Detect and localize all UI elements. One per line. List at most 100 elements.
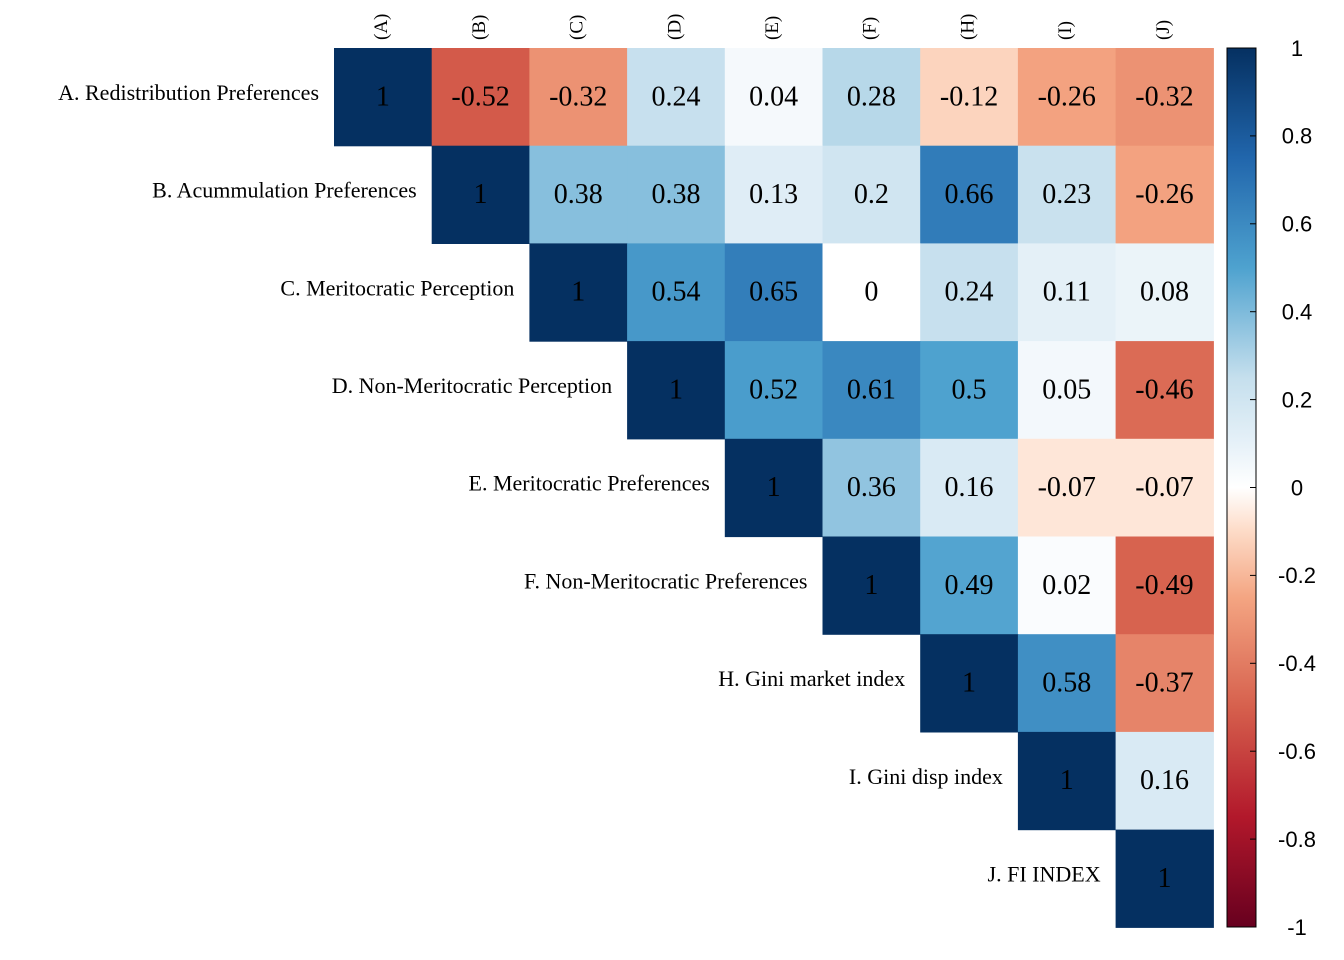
column-label: (C) [567,15,588,40]
cell-value-label: 1 [1060,765,1074,796]
cell-value-label: 0.54 [651,277,700,308]
legend-tick-label: 0.8 [1282,124,1313,149]
cell-value-label: 0.02 [1042,570,1091,601]
legend-tick-label: -0.2 [1278,563,1316,588]
heatmap-cell [431,48,530,147]
row-label: I. Gini disp index [849,764,1003,789]
heatmap-cell [920,438,1019,538]
heatmap-cell [1115,145,1214,244]
row-label: B. Acummulation Preferences [152,178,417,203]
column-label: (F) [860,17,881,40]
column-label: (B) [469,15,490,40]
cell-value-label: 0.28 [847,81,896,112]
column-label: (D) [664,14,685,40]
heatmap-cell [920,536,1019,635]
cell-value-label: -0.26 [1135,179,1193,210]
cell-value-label: 0.24 [651,81,700,112]
cell-value-label: 0.38 [651,179,700,210]
heatmap-cell [724,438,824,538]
legend-tick-label: 0.6 [1282,212,1313,237]
heatmap-cell [920,243,1019,342]
row-label: E. Meritocratic Preferences [469,471,710,496]
heatmap-cell [822,536,921,635]
color-legend: 1 0.8 0.6 0.4 0.2 0 -0.2 -0.4 -0.6 -0.8 -1 [1226,36,1316,940]
row-label: A. Redistribution Preferences [58,80,319,105]
heatmap-cell [1115,634,1214,733]
legend-tick-label: 0 [1291,475,1303,500]
legend-tick-label: -1 [1287,915,1307,940]
heatmap-cell [1115,829,1214,928]
column-labels: (A) (B) (C) (D) (E) (F) (H) (I) (J) [371,14,1174,40]
legend-tick-label: -0.8 [1278,827,1316,852]
heatmap-cell [1017,341,1117,440]
cell-value-label: 0.24 [945,277,994,308]
legend-tick-label: 0.4 [1282,300,1313,325]
cell-value-label: 0.11 [1043,277,1091,308]
heatmap-cell [1115,243,1214,342]
heatmap-cell [724,341,824,440]
heatmap-cell [1115,341,1214,440]
heatmap-cell [822,48,921,147]
heatmap-cells: 1 -0.52 -0.32 0.24 0.04 0.28 -0.12 -0.26 -0.32 1 0… [334,48,1214,928]
heatmap-cell [1017,731,1117,831]
cell-value-label: 0.04 [749,81,798,112]
row-label: C. Meritocratic Perception [280,275,514,300]
cell-value-label: 0.49 [945,570,994,601]
cell-value-label: 0.36 [847,472,896,503]
heatmap-cell [822,145,921,244]
heatmap-cell [529,145,628,244]
heatmap-cell [334,48,433,147]
cell-value-label: 0.58 [1042,667,1091,698]
heatmap-cell [1017,145,1117,244]
column-label: (E) [762,16,783,40]
cell-value-label: 0.52 [749,374,798,405]
heatmap-cell [1115,536,1214,635]
heatmap-cell [1017,243,1117,342]
heatmap-cell [920,48,1019,147]
row-label: H. Gini market index [718,666,905,691]
cell-value-label: 0.5 [952,374,987,405]
cell-value-label: -0.32 [1135,81,1193,112]
cell-value-label: 0.08 [1140,277,1189,308]
heatmap-cell [920,145,1019,244]
row-label: D. Non-Meritocratic Perception [332,373,612,398]
heatmap-cell [627,243,726,342]
heatmap-cell [822,341,921,440]
cell-value-label: 1 [864,570,878,601]
heatmap-cell [627,145,726,244]
cell-value-label: 1 [571,277,585,308]
heatmap-cell [1115,438,1214,538]
cell-value-label: -0.07 [1135,472,1193,503]
legend-tick-label: 1 [1291,36,1303,61]
heatmap-cell [1115,48,1214,147]
legend-tick-label: -0.4 [1278,651,1316,676]
cell-value-label: 1 [962,667,976,698]
cell-value-label: 0.61 [847,374,896,405]
cell-value-label: 0.2 [854,179,889,210]
cell-value-label: 0.16 [945,472,994,503]
heatmap-cell [627,48,726,147]
cell-value-label: 0 [864,277,878,308]
cell-value-label: -0.52 [451,81,509,112]
heatmap-cell [431,145,530,244]
heatmap-cell [724,48,824,147]
heatmap-cell [529,243,628,342]
heatmap-cell [724,145,824,244]
heatmap-cell [1017,48,1117,147]
heatmap-cell [724,243,824,342]
row-label: F. Non-Meritocratic Preferences [524,568,808,593]
cell-value-label: -0.32 [549,81,607,112]
heatmap-cell [1017,438,1117,538]
heatmap-cell [627,341,726,440]
cell-value-label: -0.26 [1038,81,1096,112]
cell-value-label: 0.66 [945,179,994,210]
cell-value-label: 1 [474,179,488,210]
cell-value-label: 0.13 [749,179,798,210]
cell-value-label: 1 [767,472,781,503]
cell-value-label: -0.07 [1038,472,1096,503]
heatmap-cell [822,438,921,538]
heatmap-cell [529,48,628,147]
legend-tick-label: 0.2 [1282,387,1313,412]
column-label: (H) [957,14,978,40]
